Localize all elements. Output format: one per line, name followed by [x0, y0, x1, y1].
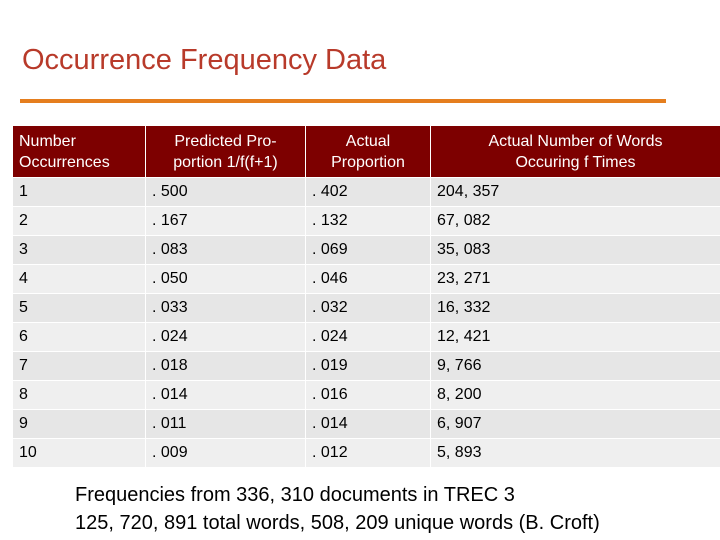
table-cell: . 069	[305, 235, 431, 265]
table-cell: . 009	[145, 438, 306, 468]
table-cell: . 014	[145, 380, 306, 410]
table-cell: 5, 893	[430, 438, 720, 468]
table-cell: 5	[12, 293, 146, 323]
table-cell: . 011	[145, 409, 306, 439]
table-cell: . 132	[305, 206, 431, 236]
table-cell: 9	[12, 409, 146, 439]
table-cell: 7	[12, 351, 146, 381]
table-cell: . 016	[305, 380, 431, 410]
table-row: 3. 083. 069 35, 083	[12, 235, 720, 265]
footer-line: Frequencies from 336, 310 documents in T…	[75, 484, 515, 506]
table-cell: . 046	[305, 264, 431, 294]
slide-title: Occurrence Frequency Data	[22, 44, 387, 76]
header-cell: Predicted Pro- portion 1/f(f+1)	[145, 125, 306, 178]
table-cell: . 500	[145, 177, 306, 207]
header-cell: Number Occurrences	[12, 125, 146, 178]
table-cell: 9, 766	[430, 351, 720, 381]
table-cell: . 167	[145, 206, 306, 236]
table-cell: . 032	[305, 293, 431, 323]
table-cell: . 024	[305, 322, 431, 352]
title-rule	[20, 99, 666, 103]
table-cell: . 033	[145, 293, 306, 323]
table-row: 9. 011. 014 6, 907	[12, 409, 720, 439]
table-cell: 204, 357	[430, 177, 720, 207]
table-cell: 4	[12, 264, 146, 294]
table-cell: . 402	[305, 177, 431, 207]
table-cell: . 083	[145, 235, 306, 265]
footer-line: 125, 720, 891 total words, 508, 209 uniq…	[75, 512, 600, 534]
header-cell: Actual Proportion	[305, 125, 431, 178]
table-cell: 6, 907	[430, 409, 720, 439]
table-cell: 35, 083	[430, 235, 720, 265]
table-row: 4. 050. 046 23, 271	[12, 264, 720, 294]
table-cell: 3	[12, 235, 146, 265]
table-body: 1. 500. 402 204, 357 2. 167. 132 67, 082 3. …	[12, 177, 720, 468]
table-row: 6. 024. 024 12, 421	[12, 322, 720, 352]
data-table: Number Occurrences Predicted Pro- portion…	[12, 125, 720, 468]
table-cell: . 050	[145, 264, 306, 294]
table-row: 10. 009. 012 5, 893	[12, 438, 720, 468]
table-cell: 8, 200	[430, 380, 720, 410]
table-cell: . 014	[305, 409, 431, 439]
table-cell: . 018	[145, 351, 306, 381]
table-cell: 2	[12, 206, 146, 236]
table-cell: 6	[12, 322, 146, 352]
header-row: Number Occurrences Predicted Pro- portion…	[12, 125, 720, 178]
table-row: 8. 014. 016 8, 200	[12, 380, 720, 410]
table-cell: 10	[12, 438, 146, 468]
table-cell: 23, 271	[430, 264, 720, 294]
table-cell: 8	[12, 380, 146, 410]
table-row: 1. 500. 402 204, 357	[12, 177, 720, 207]
table-row: 5. 033. 032 16, 332	[12, 293, 720, 323]
table-cell: 67, 082	[430, 206, 720, 236]
header-cell: Actual Number of Words Occuring f Times	[430, 125, 720, 178]
footer: Frequencies from 336, 310 documents in T…	[75, 481, 600, 537]
table-cell: . 024	[145, 322, 306, 352]
table-row: 2. 167. 132 67, 082	[12, 206, 720, 236]
table-row: 7. 018. 019 9, 766	[12, 351, 720, 381]
table-cell: 16, 332	[430, 293, 720, 323]
table-cell: 1	[12, 177, 146, 207]
table-cell: 12, 421	[430, 322, 720, 352]
table-cell: . 012	[305, 438, 431, 468]
table-cell: . 019	[305, 351, 431, 381]
